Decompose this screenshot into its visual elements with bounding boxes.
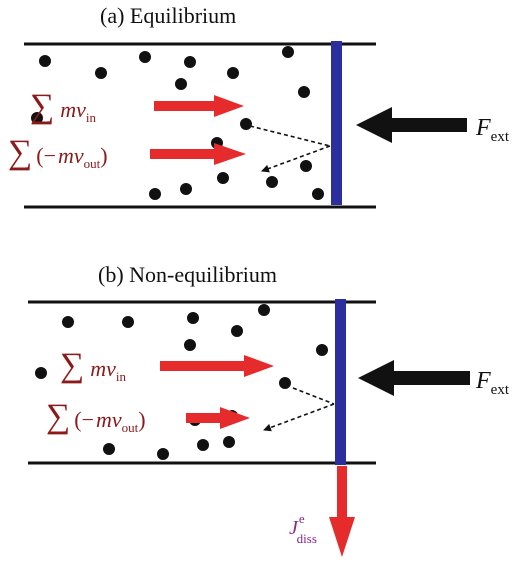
panel-a-piston — [331, 41, 342, 205]
panel-b-dissipation-label: Je diss — [289, 511, 317, 546]
particle — [139, 51, 151, 63]
particle — [122, 316, 134, 328]
particle — [217, 172, 229, 184]
particle — [149, 188, 161, 200]
particle — [103, 443, 115, 455]
particle — [316, 344, 328, 356]
particle — [62, 316, 74, 328]
panel-b-outgoing-momentum-arrow — [186, 407, 250, 429]
panel-a-sum-in: ∑ mvin — [30, 88, 97, 125]
particle — [184, 339, 196, 351]
panel-b-external-force-arrow — [358, 360, 470, 396]
panel-a-sum-out: ∑ (−mvout) — [8, 134, 108, 171]
panel-b-title: (b) Non-equilibrium — [98, 262, 277, 287]
particle — [312, 188, 324, 200]
particle — [279, 377, 291, 389]
panel-b-incident-trajectory — [292, 387, 335, 405]
particle — [95, 67, 107, 79]
panel-a-external-force-arrow — [356, 107, 467, 143]
panel-a-incoming-momentum-arrow — [154, 95, 244, 117]
panel-a-force-label: Fext — [475, 115, 510, 145]
particle — [258, 304, 270, 316]
panel-b-sum-in: ∑ mvin — [60, 347, 127, 384]
particle — [300, 160, 312, 172]
panel-b: (b) Non-equilibrium ∑ mvin ∑ (−mvout) — [28, 262, 510, 557]
panel-a: (a) Equilibrium ∑ mvin ∑ (−mvout) — [8, 3, 510, 209]
panel-a-particles — [31, 46, 324, 200]
particle — [231, 325, 243, 337]
panel-b-incoming-momentum-arrow — [160, 355, 274, 377]
panel-a-title: (a) Equilibrium — [100, 3, 236, 28]
particle — [31, 112, 43, 124]
panel-a-reflected-trajectory — [261, 145, 331, 173]
particle — [282, 46, 294, 58]
particle — [298, 86, 310, 98]
panel-b-force-label: Fext — [475, 368, 510, 398]
panel-b-piston — [335, 299, 346, 465]
particle — [227, 67, 239, 79]
panel-b-reflected-trajectory — [263, 403, 335, 432]
particle — [266, 176, 278, 188]
particle — [184, 56, 196, 68]
particle — [157, 448, 169, 460]
particle — [223, 436, 235, 448]
panel-a-incident-trajectory — [249, 125, 331, 147]
particle — [240, 118, 252, 130]
particle — [175, 78, 187, 90]
particle — [35, 367, 47, 379]
panel-b-sum-out: ∑ (−mvout) — [46, 398, 146, 435]
particle — [187, 312, 199, 324]
panel-a-outgoing-momentum-arrow — [150, 143, 246, 165]
particle — [180, 183, 192, 195]
particle — [197, 439, 209, 451]
particle — [39, 55, 51, 67]
panel-b-dissipation-arrow — [329, 466, 355, 557]
